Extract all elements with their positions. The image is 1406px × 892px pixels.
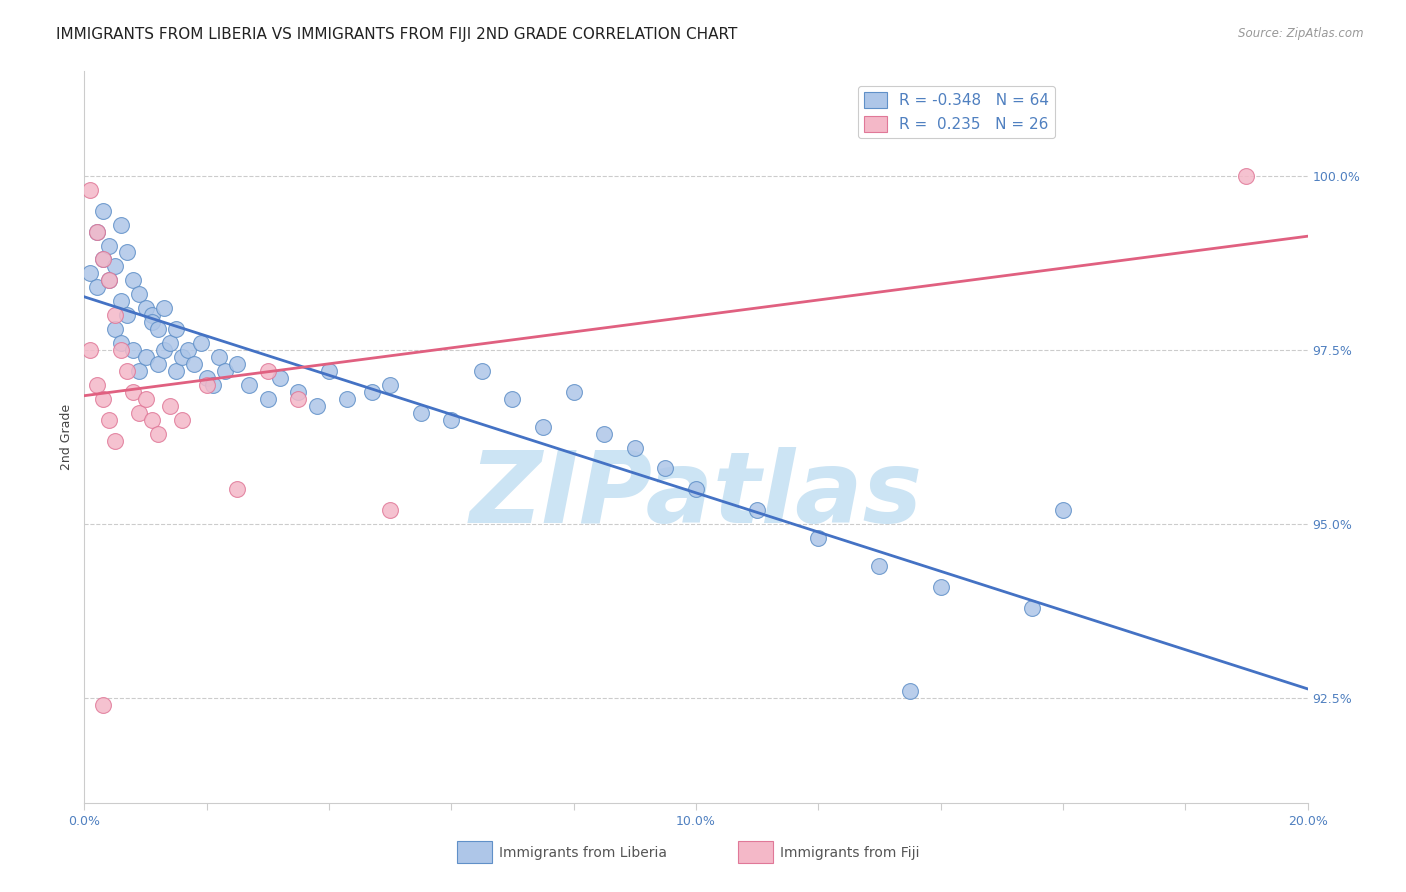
Point [110, 336, 132, 351]
Point [97, 238, 120, 252]
Point [104, 308, 127, 322]
Point [502, 392, 524, 406]
Point [146, 426, 169, 441]
Text: Immigrants from Liberia: Immigrants from Liberia [499, 846, 666, 860]
Point [226, 357, 249, 371]
Point [440, 412, 463, 426]
Point [172, 350, 194, 364]
Point [115, 364, 138, 378]
Point [654, 461, 676, 475]
Point [141, 412, 163, 426]
Point [226, 483, 249, 497]
Point [79, 183, 101, 197]
Point [208, 350, 231, 364]
Point [807, 531, 830, 545]
Point [86, 225, 108, 239]
Point [1236, 169, 1258, 183]
Point [115, 245, 138, 260]
Point [135, 350, 157, 364]
Point [195, 371, 218, 385]
Point [257, 392, 280, 406]
Point [287, 384, 309, 399]
Point [128, 406, 150, 420]
Point [869, 558, 891, 573]
Text: IMMIGRANTS FROM LIBERIA VS IMMIGRANTS FROM FIJI 2ND GRADE CORRELATION CHART: IMMIGRANTS FROM LIBERIA VS IMMIGRANTS FR… [56, 27, 738, 42]
Point [91, 392, 114, 406]
Point [153, 343, 176, 357]
Point [318, 364, 340, 378]
Point [122, 384, 145, 399]
Point [471, 364, 494, 378]
Point [287, 392, 309, 406]
Text: Immigrants from Fiji: Immigrants from Fiji [780, 846, 920, 860]
Point [104, 434, 127, 448]
Point [214, 364, 236, 378]
Point [201, 377, 224, 392]
Point [269, 371, 291, 385]
Point [159, 399, 181, 413]
Point [177, 343, 200, 357]
Point [336, 392, 359, 406]
Point [110, 294, 132, 309]
Text: Source: ZipAtlas.com: Source: ZipAtlas.com [1239, 27, 1364, 40]
Point [79, 343, 101, 357]
Point [128, 287, 150, 301]
Point [86, 377, 108, 392]
Point [593, 426, 616, 441]
Point [141, 308, 163, 322]
Point [360, 384, 382, 399]
Point [110, 218, 132, 232]
Point [91, 698, 114, 713]
Point [159, 336, 181, 351]
Point [97, 412, 120, 426]
Point [104, 322, 127, 336]
Point [153, 301, 176, 316]
Point [305, 399, 328, 413]
Point [898, 684, 921, 698]
Point [531, 419, 554, 434]
Point [257, 364, 280, 378]
Point [128, 364, 150, 378]
Point [165, 322, 187, 336]
Point [624, 441, 647, 455]
Point [91, 203, 114, 218]
Point [146, 322, 169, 336]
Point [183, 357, 205, 371]
Point [135, 392, 157, 406]
Point [91, 252, 114, 267]
Point [97, 273, 120, 287]
Point [135, 301, 157, 316]
Y-axis label: 2nd Grade: 2nd Grade [59, 404, 73, 470]
Point [115, 308, 138, 322]
Point [747, 503, 769, 517]
Point [97, 273, 120, 287]
Point [104, 260, 127, 274]
Point [409, 406, 432, 420]
Point [929, 580, 952, 594]
Point [79, 266, 101, 280]
Point [172, 412, 194, 426]
Point [86, 280, 108, 294]
Legend: R = -0.348   N = 64, R =  0.235   N = 26: R = -0.348 N = 64, R = 0.235 N = 26 [858, 87, 1056, 138]
Point [380, 503, 402, 517]
Point [685, 483, 707, 497]
Point [146, 357, 169, 371]
Point [165, 364, 187, 378]
Point [86, 225, 108, 239]
Text: ZIPatlas: ZIPatlas [470, 447, 922, 544]
Point [122, 273, 145, 287]
Point [1052, 503, 1074, 517]
Point [110, 343, 132, 357]
Point [141, 315, 163, 329]
Point [195, 377, 218, 392]
Point [190, 336, 212, 351]
Point [1021, 600, 1043, 615]
Point [238, 377, 260, 392]
Point [122, 343, 145, 357]
Point [562, 384, 585, 399]
Point [380, 377, 402, 392]
Point [91, 252, 114, 267]
